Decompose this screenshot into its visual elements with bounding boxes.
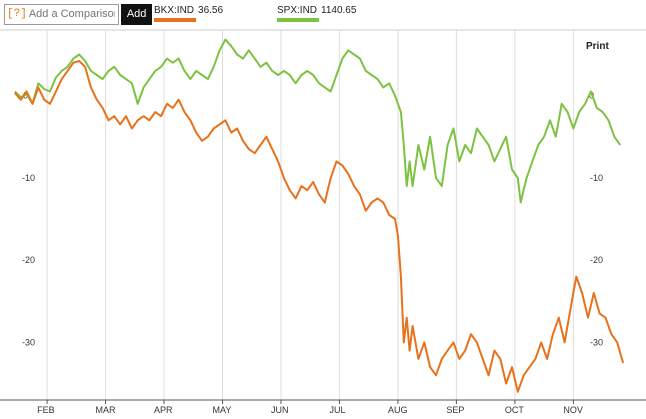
- y-axis-left: 0-10-20-30: [22, 91, 35, 348]
- y-tick-label-left: -20: [22, 255, 35, 265]
- legend-symbol: BKX:IND: [154, 5, 195, 16]
- x-tick-label: NOV: [563, 405, 583, 415]
- series-line-bkx-ind: [14, 60, 625, 393]
- x-tick-label: JUL: [329, 405, 345, 415]
- comparison-input[interactable]: [28, 8, 115, 20]
- help-link[interactable]: [?]: [7, 8, 27, 20]
- legend-item-bkx: BKX:IND 36.56: [154, 5, 223, 22]
- x-axis-labels: FEB MAR APR MAY JUN JUL AUG SEP OCT NOV: [37, 400, 583, 415]
- legend-symbol: SPX:IND: [277, 5, 318, 16]
- y-tick-label-right: -30: [590, 337, 603, 347]
- legend-swatch: [277, 18, 319, 22]
- y-axis-right: 0-10-20-30: [589, 91, 603, 348]
- y-tick-label-left: -10: [22, 173, 35, 183]
- legend-value: 1140.65: [321, 5, 357, 16]
- x-tick-label: MAR: [96, 405, 117, 415]
- series-layer: [14, 38, 625, 393]
- comparison-box: [?]: [4, 3, 119, 25]
- y-tick-label-left: -30: [22, 337, 35, 347]
- series-line-spx-ind: [14, 38, 622, 204]
- x-tick-label: FEB: [37, 405, 55, 415]
- y-tick-label-right: -20: [590, 255, 603, 265]
- vertical-gridlines: [46, 30, 574, 400]
- add-comparison-button[interactable]: Add: [120, 3, 153, 25]
- x-tick-label: OCT: [505, 405, 525, 415]
- legend-item-spx: SPX:IND 1140.65: [277, 5, 356, 22]
- x-tick-label: SEP: [446, 405, 464, 415]
- x-tick-label: JUN: [271, 405, 289, 415]
- x-tick-label: AUG: [388, 405, 408, 415]
- x-tick-label: APR: [154, 405, 173, 415]
- legend-value: 36.56: [198, 5, 224, 16]
- legend-swatch: [154, 18, 196, 22]
- comparison-toolbar: [?] Add: [4, 3, 153, 25]
- x-tick-label: MAY: [213, 405, 232, 415]
- y-tick-label-right: -10: [590, 173, 603, 183]
- print-link[interactable]: Print: [586, 41, 609, 52]
